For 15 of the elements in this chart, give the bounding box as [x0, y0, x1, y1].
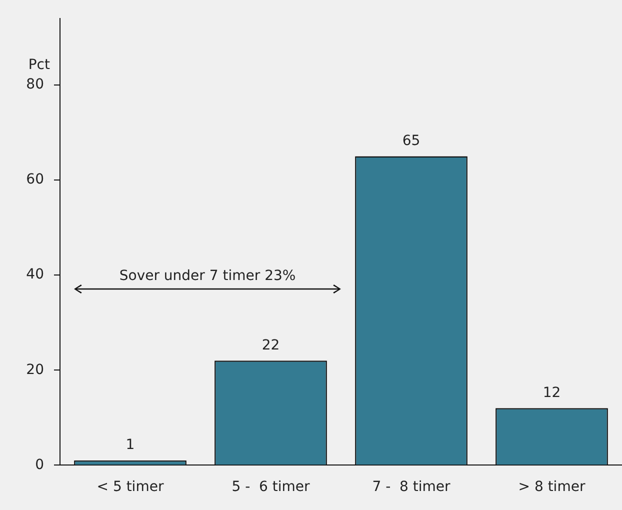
annotation: Sover under 7 timer 23% [119, 268, 296, 284]
y-tick-label: 60 [26, 172, 44, 188]
y-tick-label: 80 [26, 76, 44, 93]
data-label: 22 [262, 337, 280, 354]
y-tick-label: 0 [35, 456, 44, 473]
x-tick-label: 5 - 6 timer [232, 479, 310, 496]
data-label: 12 [542, 384, 561, 401]
data-label: 65 [402, 132, 420, 149]
y-tick-label: 40 [26, 266, 44, 283]
x-tick-label: 7 - 8 timer [372, 479, 451, 496]
y-axis-title: Pct [28, 57, 50, 74]
y-tick-label: 20 [26, 362, 44, 378]
data-label: 1 [126, 437, 135, 454]
x-tick-label: < 5 timer [96, 479, 164, 496]
x-tick-label: > 8 timer [518, 479, 586, 496]
